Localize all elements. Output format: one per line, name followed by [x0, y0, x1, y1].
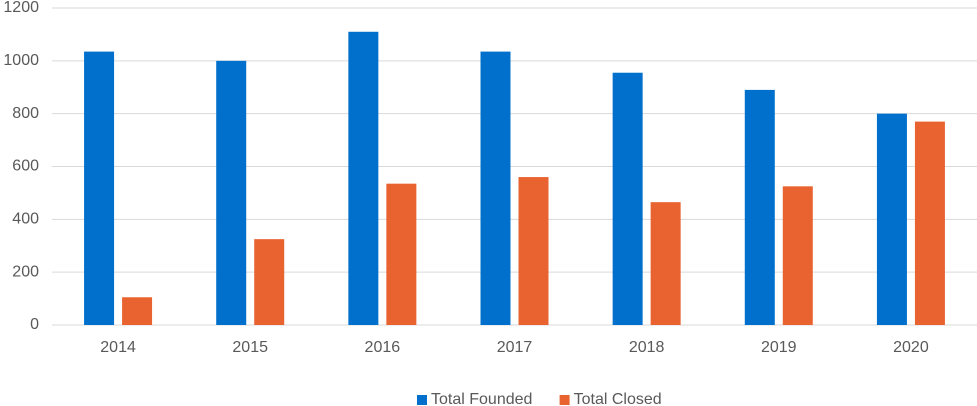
x-tick-label: 2020	[893, 339, 929, 356]
legend-swatch	[559, 395, 570, 405]
x-tick-label: 2016	[365, 339, 401, 356]
y-tick-label: 1000	[3, 52, 39, 69]
y-tick-label: 600	[12, 158, 39, 175]
bar	[84, 51, 115, 326]
bar	[480, 51, 511, 326]
legend-label: Total Founded	[431, 391, 532, 406]
bar	[348, 31, 379, 326]
bar	[518, 177, 549, 325]
x-tick-label: 2014	[100, 339, 136, 356]
y-tick-label: 800	[12, 105, 39, 122]
bar	[254, 239, 285, 325]
y-tick-label: 1200	[3, 0, 39, 16]
bar	[612, 72, 643, 326]
x-tick-label: 2019	[761, 339, 797, 356]
bar	[216, 60, 247, 325]
bar	[744, 89, 775, 326]
bar	[782, 186, 813, 325]
bar	[386, 183, 417, 325]
legend-swatch	[417, 395, 427, 405]
bar	[914, 121, 945, 325]
bar	[876, 113, 907, 326]
x-tick-label: 2018	[629, 339, 665, 356]
y-tick-label: 400	[12, 211, 39, 228]
x-tick-label: 2015	[232, 339, 268, 356]
y-tick-label: 0	[30, 316, 39, 333]
x-tick-label: 2017	[497, 339, 533, 356]
bar	[122, 297, 153, 325]
legend-label: Total Closed	[574, 391, 662, 406]
y-tick-label: 200	[12, 263, 39, 280]
bar	[650, 202, 681, 325]
